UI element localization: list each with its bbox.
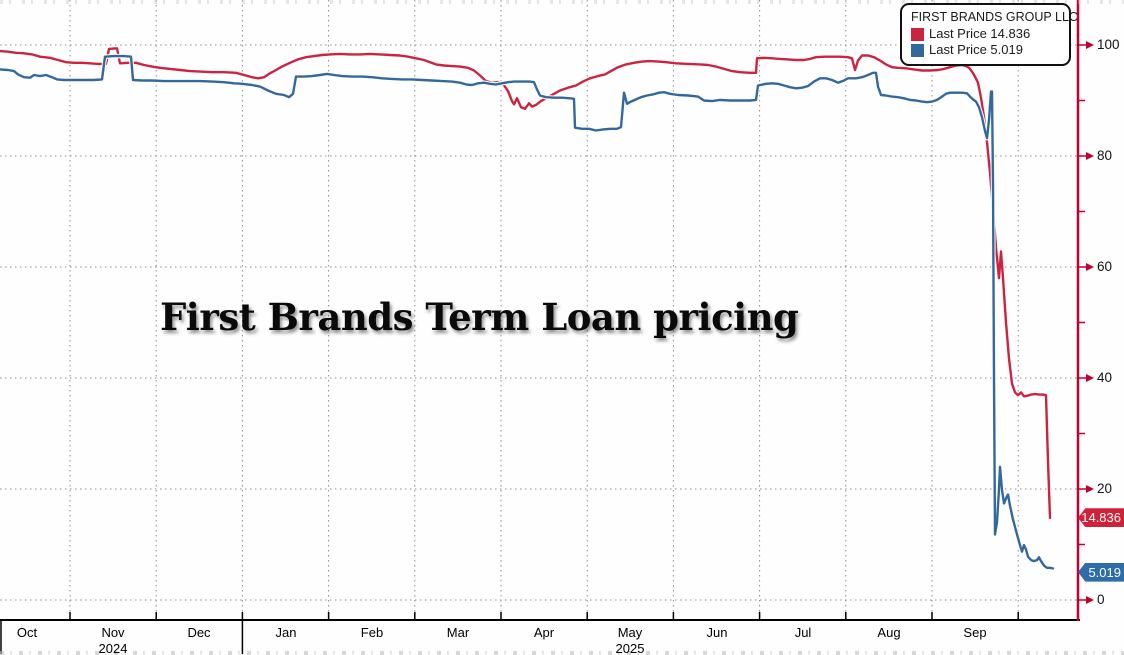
chart-title-annotation: First Brands Term Loan pricing bbox=[160, 295, 799, 339]
y-axis-tick-label: 0 bbox=[1097, 592, 1105, 607]
x-axis-year-label: 2024 bbox=[98, 641, 128, 655]
legend-item-label: Last Price 5.019 bbox=[929, 42, 1023, 57]
x-axis-month-label: Feb bbox=[360, 625, 384, 640]
x-axis-month-label: Sep bbox=[963, 625, 987, 640]
x-axis-month-label: Jan bbox=[275, 625, 297, 640]
legend-item-red-series: Last Price 14.836 bbox=[911, 26, 1060, 42]
x-axis-month-label: May bbox=[617, 625, 643, 640]
red-series-swatch-icon bbox=[911, 27, 924, 41]
x-axis-month-label: Jul bbox=[794, 625, 812, 640]
y-axis-tick-label: 60 bbox=[1097, 259, 1113, 274]
last-price-flag-blue: 5.019 bbox=[1078, 562, 1124, 582]
last-price-flag-red: 14.836 bbox=[1078, 508, 1124, 528]
y-axis-tick-label: 40 bbox=[1097, 370, 1113, 385]
legend-box: FIRST BRANDS GROUP LLC Last Price 14.836… bbox=[900, 3, 1078, 66]
x-axis-month-label: Nov bbox=[101, 625, 125, 640]
legend-title: FIRST BRANDS GROUP LLC bbox=[911, 10, 1078, 24]
y-axis-tick-label: 20 bbox=[1097, 481, 1113, 496]
x-axis-month-label: Oct bbox=[16, 625, 38, 640]
x-axis-year-label: 2025 bbox=[615, 641, 645, 655]
y-axis-tick-label: 100 bbox=[1097, 37, 1120, 52]
x-axis-month-label: Apr bbox=[533, 625, 555, 640]
legend-item-label: Last Price 14.836 bbox=[929, 26, 1031, 41]
blue-series-swatch-icon bbox=[911, 43, 924, 57]
x-axis-month-label: Aug bbox=[877, 625, 901, 640]
x-axis-month-label: Dec bbox=[187, 625, 211, 640]
x-axis-month-label: Jun bbox=[706, 625, 728, 640]
x-axis-month-label: Mar bbox=[446, 625, 470, 640]
y-axis-tick-label: 80 bbox=[1097, 148, 1113, 163]
legend-item-blue-series: Last Price 5.019 bbox=[911, 42, 1060, 58]
